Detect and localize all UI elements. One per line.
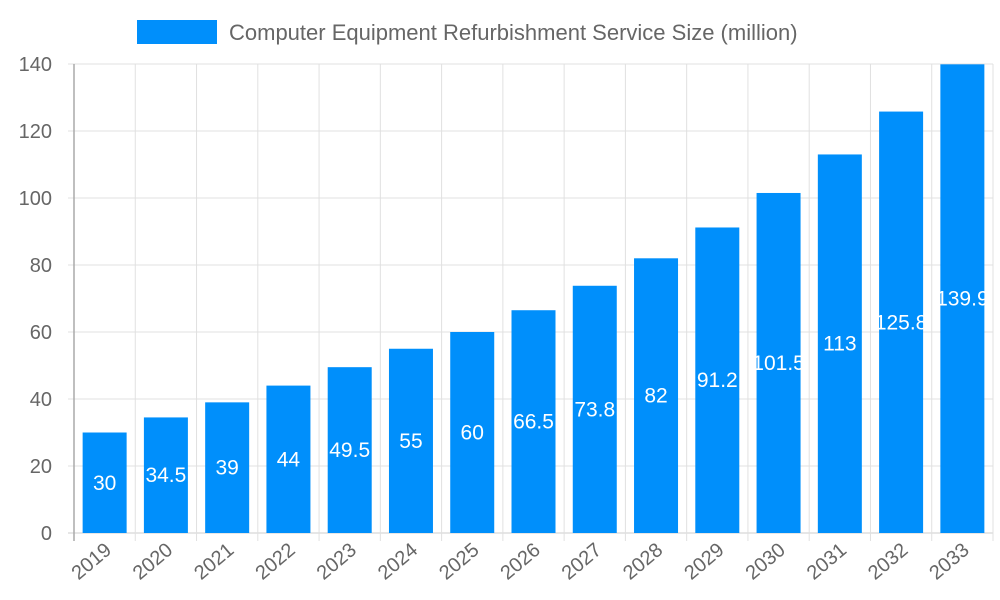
y-tick-label: 20 (30, 456, 52, 478)
data-label: 39 (215, 457, 238, 480)
data-label: 125.8 (875, 311, 928, 334)
y-tick-label: 80 (30, 255, 52, 277)
data-labels: 30 34.5 39 44 49.5 55 60 66.5 73.8 82 91.2 101.5 113… (93, 288, 989, 495)
x-tick-label: 2025 (435, 539, 483, 584)
x-tick-label: 2033 (925, 539, 973, 584)
data-label: 113 (823, 333, 856, 356)
x-tick-label: 2032 (864, 539, 912, 584)
data-label: 73.8 (574, 398, 615, 421)
bar (450, 332, 495, 533)
y-tick-label: 40 (30, 389, 52, 411)
y-tick-label: 100 (19, 188, 52, 210)
bar (940, 64, 985, 534)
bar (817, 154, 862, 533)
x-tick-label: 2031 (803, 539, 851, 584)
bar (879, 111, 924, 533)
y-tick-label: 0 (41, 523, 52, 545)
x-tick-label: 2028 (619, 539, 667, 584)
y-tick-label: 60 (30, 322, 52, 344)
legend: Computer Equipment Refurbishment Service… (137, 20, 798, 45)
data-label: 30 (93, 472, 116, 495)
data-label: 55 (399, 430, 422, 453)
bar (572, 285, 617, 533)
bar (511, 310, 556, 533)
bar (695, 227, 740, 534)
bar (205, 402, 250, 533)
y-tick-label: 120 (19, 121, 52, 143)
x-tick-label: 2024 (374, 539, 422, 584)
x-tick-label: 2021 (190, 539, 238, 584)
x-tick-label: 2020 (129, 539, 177, 584)
bar (388, 348, 433, 533)
x-tick-label: 2022 (251, 539, 299, 584)
data-label: 34.5 (145, 464, 186, 487)
data-label: 49.5 (329, 439, 370, 462)
data-label: 82 (644, 385, 667, 408)
x-tick-label: 2019 (68, 539, 116, 584)
x-tick-label: 2027 (558, 539, 606, 584)
x-tick-label: 2030 (742, 539, 790, 584)
bar (327, 367, 372, 533)
data-label: 66.5 (513, 411, 554, 434)
legend-swatch (137, 20, 217, 44)
bar (143, 417, 188, 533)
bar (266, 385, 311, 533)
grid (68, 63, 994, 541)
x-tick-label: 2029 (680, 539, 728, 584)
bar (634, 258, 679, 533)
bar (756, 192, 801, 533)
bar (82, 432, 127, 533)
data-label: 60 (461, 422, 484, 445)
legend-label: Computer Equipment Refurbishment Service… (229, 20, 798, 45)
data-label: 139.9 (936, 288, 989, 311)
data-label: 101.5 (752, 352, 805, 375)
y-tick-label: 140 (19, 54, 52, 76)
bars (82, 64, 985, 534)
data-label: 91.2 (697, 369, 738, 392)
data-label: 44 (277, 448, 301, 471)
x-tick-label: 2023 (313, 539, 361, 584)
x-tick-label: 2026 (496, 539, 544, 584)
